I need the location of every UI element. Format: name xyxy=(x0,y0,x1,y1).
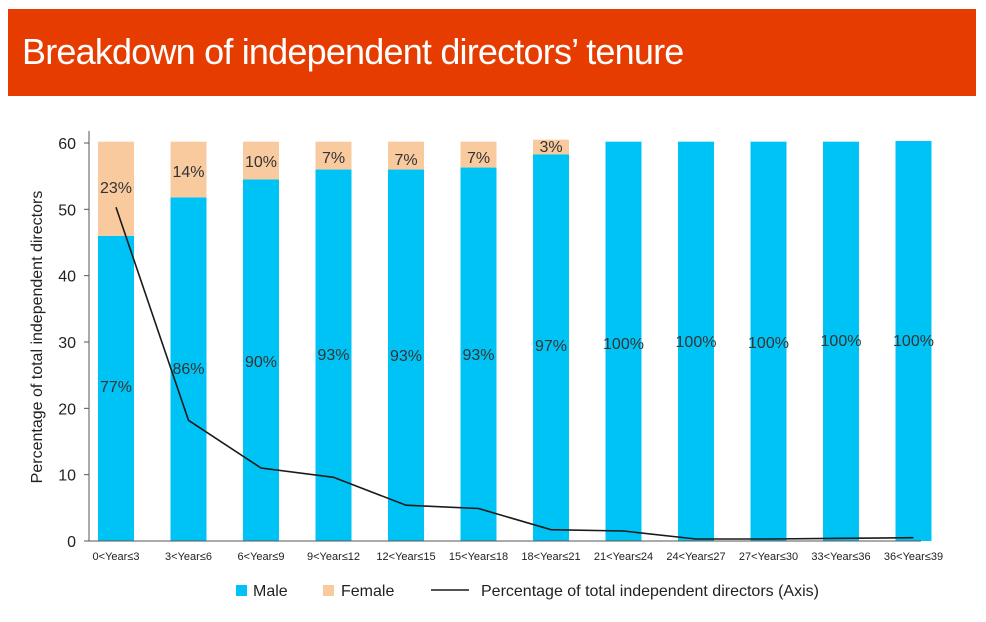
y-tick-label-20: 20 xyxy=(58,401,76,418)
legend-swatch-female xyxy=(323,585,334,596)
x-tick-label-4: 12<Year≤15 xyxy=(376,551,435,563)
data-label-male-11: 100% xyxy=(893,333,934,350)
x-tick-label-2: 6<Year≤9 xyxy=(238,551,285,563)
data-label-male-6: 97% xyxy=(535,338,567,355)
x-tick-label-11: 36<Year≤39 xyxy=(884,551,943,563)
data-label-male-10: 100% xyxy=(821,333,862,350)
data-label-male-9: 100% xyxy=(748,335,789,352)
x-tick-label-5: 15<Year≤18 xyxy=(449,551,508,563)
bar-male-10 xyxy=(823,141,859,541)
data-label-male-7: 100% xyxy=(603,336,644,353)
x-tick-label-3: 9<Year≤12 xyxy=(307,551,360,563)
y-tick-label-10: 10 xyxy=(58,468,76,485)
title-banner: Breakdown of independent directors’ tenu… xyxy=(8,9,976,96)
series-line xyxy=(115,207,914,540)
data-label-female-0: 23% xyxy=(100,180,132,197)
x-tick-label-6: 18<Year≤21 xyxy=(521,551,580,563)
data-label-male-4: 93% xyxy=(390,348,422,365)
bar-male-7 xyxy=(605,141,642,541)
x-tick-label-9: 27<Year≤30 xyxy=(739,551,798,563)
bar-male-4 xyxy=(388,169,424,542)
data-label-male-0: 77% xyxy=(100,379,132,396)
y-tick-label-60: 60 xyxy=(58,136,76,153)
y-tick-label-30: 30 xyxy=(58,335,76,352)
bar-male-1 xyxy=(170,197,207,542)
legend-label-male: Male xyxy=(253,583,288,600)
bar-male-0 xyxy=(98,235,134,541)
x-tick-label-0: 0<Year≤3 xyxy=(93,551,140,563)
data-label-female-6: 3% xyxy=(539,139,562,156)
data-label-female-4: 7% xyxy=(394,152,417,169)
bar-female-5 xyxy=(460,141,497,168)
data-label-male-1: 86% xyxy=(172,361,204,378)
legend-label-female: Female xyxy=(341,583,394,600)
data-label-female-1: 14% xyxy=(172,164,204,181)
bar-male-5 xyxy=(460,167,497,541)
bar-female-3 xyxy=(315,141,352,170)
y-tick-label-50: 50 xyxy=(58,202,76,219)
bar-female-4 xyxy=(388,141,424,170)
bar-male-8 xyxy=(678,141,714,541)
bar-male-3 xyxy=(315,169,352,542)
x-tick-label-1: 3<Year≤6 xyxy=(165,551,212,563)
data-label-male-8: 100% xyxy=(676,334,717,351)
bar-male-2 xyxy=(243,179,279,541)
data-label-male-2: 90% xyxy=(245,354,277,371)
data-label-male-3: 93% xyxy=(317,347,349,364)
y-axis-title: Percentage of total independent director… xyxy=(29,191,46,484)
legend-label-line: Percentage of total independent director… xyxy=(481,583,819,600)
y-tick-label-40: 40 xyxy=(58,269,76,286)
page-title: Breakdown of independent directors’ tenu… xyxy=(22,31,684,72)
data-label-female-5: 7% xyxy=(467,150,490,167)
data-label-female-3: 7% xyxy=(322,150,345,167)
bar-male-6 xyxy=(533,154,569,541)
legend-swatch-male xyxy=(236,585,247,596)
x-tick-label-8: 24<Year≤27 xyxy=(666,551,725,563)
y-tick-label-0: 0 xyxy=(67,534,76,551)
x-tick-label-10: 33<Year≤36 xyxy=(811,551,870,563)
bar-female-6 xyxy=(533,139,569,155)
bar-female-2 xyxy=(243,141,279,180)
bar-male-11 xyxy=(895,141,932,541)
x-tick-label-7: 21<Year≤24 xyxy=(594,551,653,563)
data-label-female-2: 10% xyxy=(245,154,277,171)
data-label-male-5: 93% xyxy=(462,347,494,364)
bar-male-9 xyxy=(750,141,787,541)
bar-female-1 xyxy=(170,141,207,198)
bar-female-0 xyxy=(98,141,134,236)
